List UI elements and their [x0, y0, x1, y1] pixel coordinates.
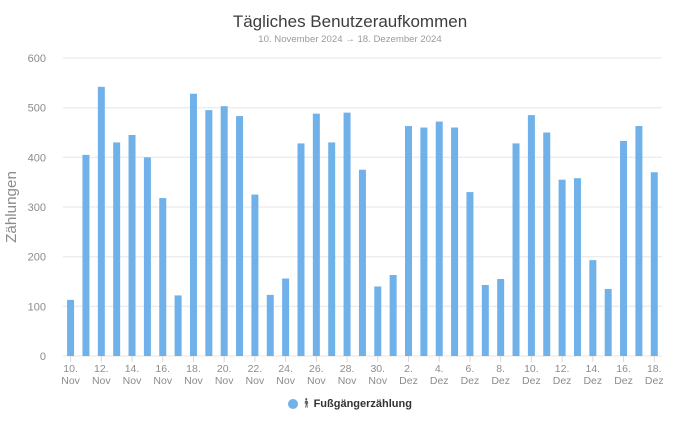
- svg-text:12.: 12.: [555, 363, 570, 375]
- svg-text:Nov: Nov: [276, 375, 295, 387]
- svg-text:300: 300: [28, 202, 46, 214]
- svg-text:Nov: Nov: [153, 375, 172, 387]
- svg-text:12.: 12.: [94, 363, 109, 375]
- svg-text:16.: 16.: [616, 363, 631, 375]
- svg-text:Nov: Nov: [246, 375, 265, 387]
- svg-text:Dez: Dez: [399, 375, 418, 387]
- svg-text:16.: 16.: [155, 363, 170, 375]
- svg-text:Nov: Nov: [123, 375, 142, 387]
- svg-text:Nov: Nov: [92, 375, 111, 387]
- svg-text:Dez: Dez: [614, 375, 633, 387]
- svg-text:10.: 10.: [63, 363, 78, 375]
- svg-text:26.: 26.: [309, 363, 324, 375]
- svg-text:Dez: Dez: [522, 375, 541, 387]
- svg-text:24.: 24.: [278, 363, 293, 375]
- svg-text:Nov: Nov: [338, 375, 357, 387]
- svg-text:Nov: Nov: [368, 375, 387, 387]
- svg-text:0: 0: [40, 351, 46, 363]
- svg-text:Dez: Dez: [430, 375, 449, 387]
- svg-text:14.: 14.: [125, 363, 140, 375]
- svg-text:Dez: Dez: [645, 375, 664, 387]
- svg-text:18.: 18.: [647, 363, 662, 375]
- svg-text:600: 600: [28, 53, 46, 65]
- svg-text:100: 100: [28, 301, 46, 313]
- svg-text:Dez: Dez: [461, 375, 480, 387]
- svg-text:20.: 20.: [217, 363, 232, 375]
- svg-text:Dez: Dez: [553, 375, 572, 387]
- svg-text:10.: 10.: [524, 363, 539, 375]
- svg-text:28.: 28.: [340, 363, 355, 375]
- svg-text:200: 200: [28, 252, 46, 264]
- svg-text:Dez: Dez: [583, 375, 602, 387]
- svg-text:4.: 4.: [435, 363, 444, 375]
- svg-text:Nov: Nov: [184, 375, 203, 387]
- svg-text:2.: 2.: [404, 363, 413, 375]
- svg-text:8.: 8.: [496, 363, 505, 375]
- svg-text:14.: 14.: [586, 363, 601, 375]
- svg-text:Nov: Nov: [215, 375, 234, 387]
- svg-text:Zählungen: Zählungen: [3, 171, 20, 243]
- svg-text:Dez: Dez: [491, 375, 510, 387]
- svg-text:400: 400: [28, 152, 46, 164]
- svg-text:500: 500: [28, 103, 46, 115]
- svg-text:18.: 18.: [186, 363, 201, 375]
- svg-text:Nov: Nov: [61, 375, 80, 387]
- svg-text:6.: 6.: [466, 363, 475, 375]
- svg-text:30.: 30.: [370, 363, 385, 375]
- svg-text:Nov: Nov: [307, 375, 326, 387]
- svg-text:22.: 22.: [248, 363, 263, 375]
